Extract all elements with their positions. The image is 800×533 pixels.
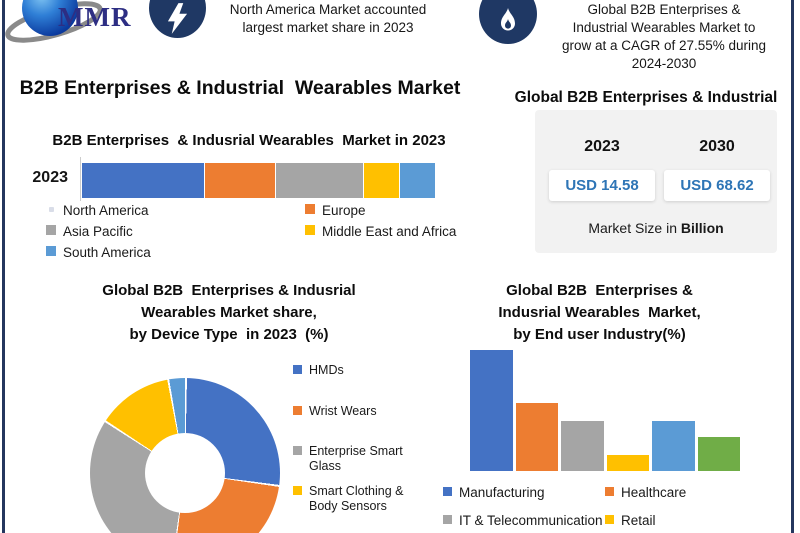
donut-hole xyxy=(145,433,225,513)
market-size-footnote: Market Size in Billion xyxy=(535,220,777,236)
legend-label: Middle East and Africa xyxy=(322,224,457,239)
regional-chart-row-label: 2023 xyxy=(32,169,68,186)
it-telecommunication-marker-icon xyxy=(443,515,452,524)
enterprise-smart-glass-marker-icon xyxy=(293,446,302,455)
left-border xyxy=(2,0,5,533)
regional-chart-legend: North America Europe Asia Pacific Middle… xyxy=(46,202,476,261)
legend-item-north-america: North America xyxy=(46,202,305,219)
legend-item-retail: Retail xyxy=(605,513,763,528)
legend-label: Wrist Wears xyxy=(309,404,377,418)
logo-text: MMR xyxy=(58,2,132,32)
device-type-chart-title: Global B2B Enterprises & Indusrial Weara… xyxy=(102,282,356,343)
device-type-donut xyxy=(90,378,280,533)
bar-segment-asia-pacific xyxy=(275,163,365,198)
bar-segment-north-america xyxy=(82,163,206,198)
market-size-value-2030: USD 68.62 xyxy=(664,170,770,201)
legend-item-asia-pacific: Asia Pacific xyxy=(46,223,305,240)
regional-chart-title: B2B Enterprises & Indusrial Wearables Ma… xyxy=(52,132,446,149)
legend-label: IT & Telecommunication xyxy=(459,513,603,528)
footnote-unit: Billion xyxy=(680,220,724,236)
regional-stacked-bar xyxy=(82,163,436,198)
end-user-bar-plot xyxy=(470,350,740,471)
legend-item-it-telecommunication: IT & Telecommunication xyxy=(443,513,605,528)
year-2023-label: 2023 xyxy=(584,138,620,155)
legend-label: Europe xyxy=(322,203,366,218)
callout-cagr: Global B2B Enterprises & Industrial Wear… xyxy=(561,2,767,71)
footnote-prefix: Market Size in xyxy=(588,220,681,236)
bar-segment-south-america xyxy=(400,163,436,198)
legend-item-wrist-wears: Wrist Wears xyxy=(293,404,425,419)
end-user-bar-unlabeled-5 xyxy=(697,437,740,471)
legend-label: Healthcare xyxy=(621,485,687,500)
south-america-marker-icon xyxy=(46,246,56,256)
page-title: B2B Enterprises & Industrial Wearables M… xyxy=(19,77,461,99)
legend-label: Smart Clothing & Body Sensors xyxy=(309,484,404,513)
wrist-wears-marker-icon xyxy=(293,406,302,415)
legend-item-enterprise-smart-glass: Enterprise Smart Glass xyxy=(293,444,425,474)
manufacturing-marker-icon xyxy=(443,487,452,496)
legend-item-europe: Europe xyxy=(305,202,476,219)
bar-segment-middle-east-and-africa xyxy=(364,163,401,198)
lightning-badge xyxy=(149,0,206,38)
end-user-bar-healthcare xyxy=(515,403,558,471)
middle-east-africa-marker-icon xyxy=(305,225,315,235)
legend-item-smart-clothing: Smart Clothing & Body Sensors xyxy=(293,484,425,514)
end-user-bar-unlabeled-4 xyxy=(652,421,695,471)
legend-label: Enterprise Smart Glass xyxy=(309,444,403,473)
year-2030-label: 2030 xyxy=(699,138,735,155)
flame-icon xyxy=(501,8,515,31)
europe-marker-icon xyxy=(305,204,315,214)
legend-label: South America xyxy=(63,245,151,260)
right-border xyxy=(791,0,794,533)
device-type-legend: HMDs Wrist Wears Enterprise Smart Glass … xyxy=(293,363,425,514)
legend-item-manufacturing: Manufacturing xyxy=(443,485,605,500)
lightning-icon xyxy=(167,3,188,34)
end-user-bar-manufacturing xyxy=(470,350,513,471)
legend-label: Retail xyxy=(621,513,656,528)
legend-label: Asia Pacific xyxy=(63,224,133,239)
bar-segment-europe xyxy=(205,163,276,198)
end-user-legend: Manufacturing Healthcare IT & Telecommun… xyxy=(443,485,763,528)
legend-label: North America xyxy=(63,203,149,218)
flame-badge xyxy=(479,0,537,44)
north-america-marker-icon xyxy=(49,207,54,212)
legend-label: Manufacturing xyxy=(459,485,545,500)
hmds-marker-icon xyxy=(293,365,302,374)
smart-clothing-marker-icon xyxy=(293,486,302,495)
legend-item-south-america: South America xyxy=(46,244,305,261)
end-user-bar-it-telecommunication xyxy=(561,421,604,471)
legend-item-hmds: HMDs xyxy=(293,363,425,378)
asia-pacific-marker-icon xyxy=(46,225,56,235)
healthcare-marker-icon xyxy=(605,487,614,496)
market-size-value-2023: USD 14.58 xyxy=(549,170,655,201)
legend-item-healthcare: Healthcare xyxy=(605,485,763,500)
retail-marker-icon xyxy=(605,515,614,524)
legend-label: HMDs xyxy=(309,363,344,377)
callout-north-america: North America Market accounted largest m… xyxy=(229,2,427,35)
regional-chart-axis xyxy=(80,157,81,201)
end-user-bar-retail xyxy=(606,455,649,471)
end-user-chart-title: Global B2B Enterprises & Indusrial Weara… xyxy=(498,282,701,343)
legend-item-middle-east-africa: Middle East and Africa xyxy=(305,223,476,240)
